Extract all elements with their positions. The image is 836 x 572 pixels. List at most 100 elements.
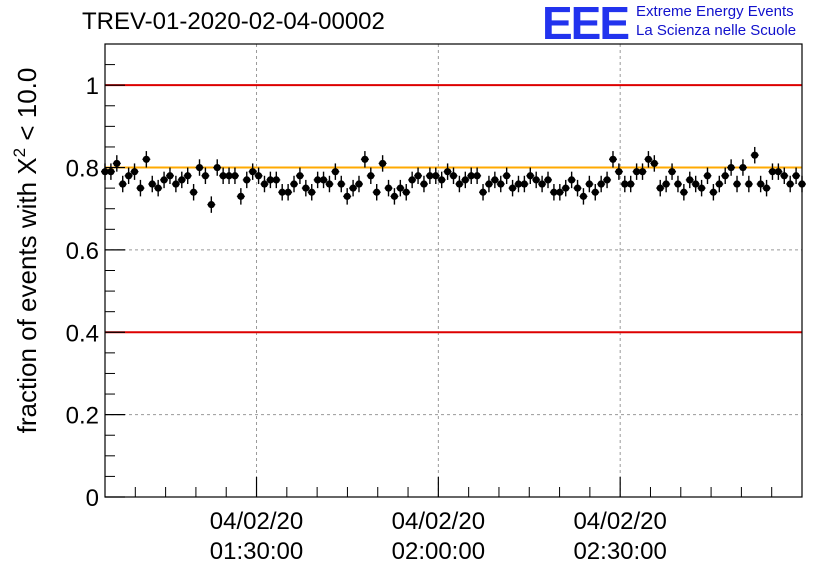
data-point (449, 167, 458, 185)
logo-line-2: La Scienza nelle Scuole (636, 22, 797, 39)
y-axis-label-exponent: 2 (10, 148, 29, 157)
data-point (343, 188, 352, 205)
data-marker (762, 184, 771, 192)
data-point (673, 175, 682, 193)
data-marker (526, 172, 534, 180)
data-point (148, 175, 157, 193)
data-marker (520, 180, 528, 188)
data-marker (479, 188, 487, 196)
data-marker (668, 168, 676, 176)
y-axis-label-symbol: Χ (12, 157, 42, 174)
data-marker (432, 172, 440, 180)
data-point (325, 175, 334, 193)
data-point (502, 167, 511, 185)
data-point (171, 175, 180, 193)
data-point (668, 163, 677, 180)
data-marker (609, 155, 617, 163)
data-point (473, 167, 482, 185)
data-marker (154, 184, 162, 192)
data-point (201, 167, 210, 185)
data-marker (296, 172, 304, 180)
data-point (414, 167, 423, 185)
data-marker (272, 176, 280, 184)
data-point (319, 171, 328, 189)
data-marker (254, 172, 263, 180)
data-marker (721, 172, 729, 180)
data-marker (603, 176, 611, 184)
data-marker (514, 180, 523, 188)
data-marker (125, 172, 133, 180)
data-marker (692, 180, 700, 188)
data-point (479, 184, 488, 201)
data-point (301, 179, 310, 197)
data-point (733, 175, 742, 193)
data-point (691, 175, 700, 193)
eee-logo: EEE Extreme Energy Events La Scienza nel… (542, 0, 796, 46)
data-marker (130, 168, 139, 176)
data-marker (503, 172, 511, 180)
data-marker (727, 163, 735, 172)
data-point (331, 163, 340, 180)
data-point (396, 179, 405, 197)
plot-frame (104, 43, 803, 498)
data-point (762, 179, 771, 197)
data-point (177, 171, 186, 189)
data-marker (379, 159, 387, 168)
data-marker (697, 184, 706, 192)
data-marker (207, 201, 215, 209)
data-point (774, 163, 783, 180)
data-point (189, 184, 198, 201)
data-marker (473, 172, 481, 180)
data-marker (343, 192, 351, 200)
data-point (384, 179, 393, 197)
data-marker (562, 184, 570, 192)
data-point (183, 167, 192, 185)
data-point (142, 151, 151, 168)
y-tick-label: 0.2 (66, 403, 99, 430)
data-point (360, 151, 369, 168)
data-marker (544, 176, 552, 184)
data-marker (443, 168, 452, 176)
data-point (561, 179, 570, 197)
data-marker (597, 180, 605, 188)
data-marker (792, 172, 800, 180)
data-point (744, 175, 753, 193)
data-marker (709, 188, 717, 196)
y-tick-label: 0 (86, 485, 99, 512)
x-tick-label-date: 04/02/20 (210, 508, 303, 535)
data-marker (219, 172, 227, 180)
data-marker (615, 168, 623, 176)
data-marker (142, 155, 150, 163)
data-point (709, 184, 718, 201)
data-point (679, 184, 688, 201)
data-marker (408, 176, 416, 184)
data-marker (107, 168, 115, 176)
data-point (154, 179, 163, 197)
data-marker (733, 180, 741, 188)
data-marker (195, 163, 204, 172)
data-marker (757, 180, 765, 188)
data-point (750, 146, 759, 164)
data-point (579, 188, 588, 205)
data-marker (573, 184, 582, 192)
logo-line-1: Extreme Energy Events (636, 3, 794, 20)
data-point (213, 159, 222, 176)
data-marker (160, 176, 168, 184)
data-marker (384, 184, 393, 192)
data-marker (656, 184, 664, 192)
data-point (130, 163, 139, 180)
data-point (662, 175, 671, 193)
data-point (390, 188, 399, 205)
data-point (555, 184, 564, 201)
data-marker (213, 163, 221, 172)
data-marker (568, 176, 576, 184)
data-marker (113, 159, 121, 168)
data-marker (302, 184, 310, 192)
data-marker (455, 180, 464, 188)
data-point (124, 167, 133, 185)
data-point (727, 159, 736, 176)
data-point (585, 175, 594, 193)
y-axis-label-suffix: < 10.0 (12, 68, 42, 148)
data-point (260, 175, 269, 193)
data-marker (703, 172, 712, 180)
